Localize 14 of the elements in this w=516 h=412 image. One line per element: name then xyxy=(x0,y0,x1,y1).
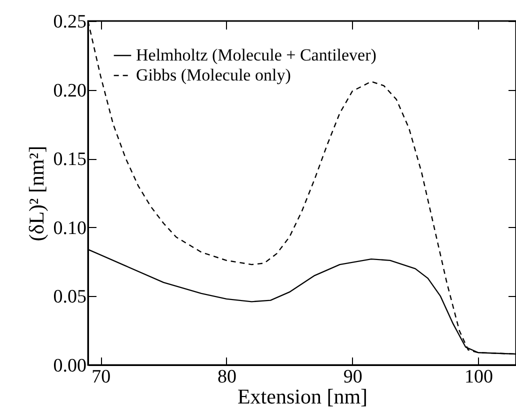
y-tick-label: 0.05 xyxy=(53,286,86,308)
x-tick-label: 90 xyxy=(343,366,362,388)
x-tick-label: 80 xyxy=(217,366,236,388)
y-tick-label: 0.15 xyxy=(53,149,86,170)
y-tick-label: 0.00 xyxy=(53,356,86,376)
legend-label: Gibbs (Molecule only) xyxy=(136,66,291,84)
y-tick-label: 0.20 xyxy=(53,80,86,102)
legend-label: Helmholtz (Molecule + Cantilever) xyxy=(136,46,376,64)
x-tick-label: 100 xyxy=(464,366,493,388)
y-tick-label: 0.10 xyxy=(53,218,86,239)
y-tick-label: 0.25 xyxy=(53,12,86,32)
y-axis-title: (δL)² [nm²] xyxy=(24,146,48,242)
x-axis-title: Extension [nm] xyxy=(237,384,368,408)
x-tick-label: 70 xyxy=(92,366,111,388)
